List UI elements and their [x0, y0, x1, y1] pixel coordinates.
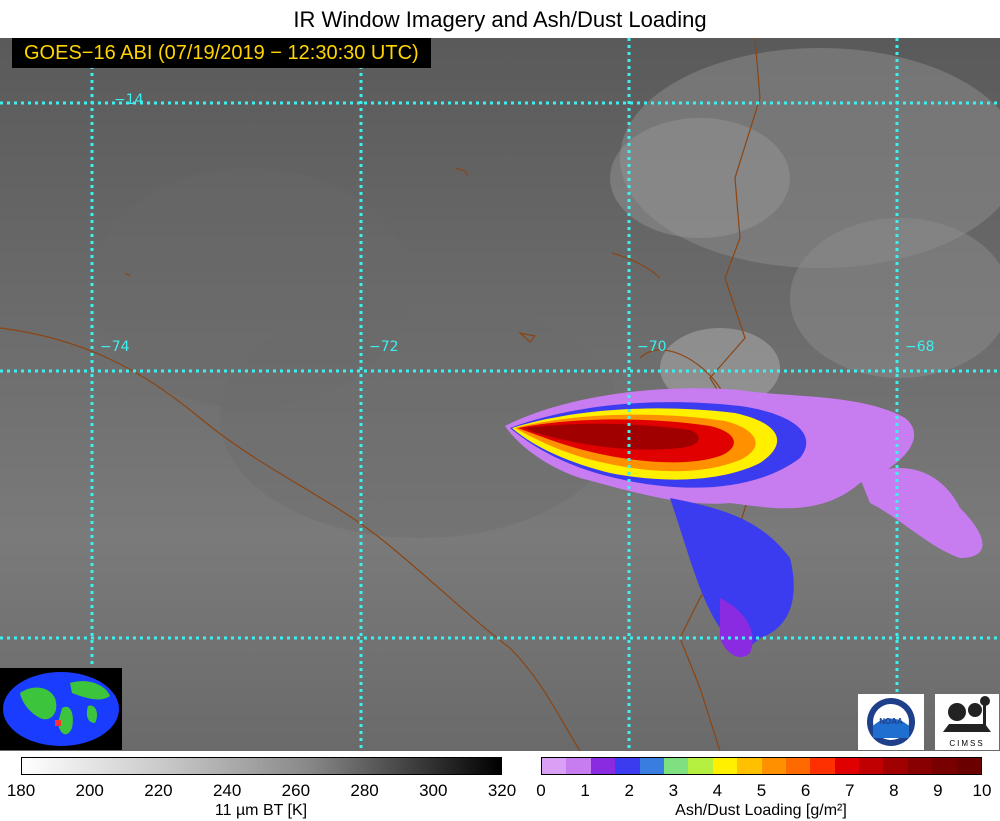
ash-colorbar-segment — [785, 758, 811, 774]
ash-tick-label: 1 — [580, 781, 590, 800]
ash-colorbar-segment — [542, 758, 567, 774]
ash-colorbar-segment — [688, 758, 713, 774]
ash-colorbar-segment — [761, 758, 786, 774]
bt-tick-label: 260 — [281, 781, 311, 800]
cimss-emblem-icon — [943, 696, 991, 732]
ash-colorbar-segment — [883, 758, 908, 774]
ash-colorbar-segment — [810, 758, 835, 774]
ash-colorbar-segment — [956, 758, 982, 774]
bt-tick-label: 220 — [144, 781, 173, 800]
globe-inset — [0, 668, 122, 750]
ash-tick-label: 9 — [933, 781, 943, 800]
lon-label: −68 — [905, 339, 935, 355]
lon-label: −72 — [369, 339, 399, 355]
cimss-logo: CIMSS — [935, 694, 999, 750]
ash-colorbar-segment — [663, 758, 689, 774]
page-title: IR Window Imagery and Ash/Dust Loading — [293, 7, 707, 32]
ash-colorbar — [541, 757, 982, 775]
ash-tick-label: 10 — [972, 781, 992, 800]
bt-tick-label: 280 — [350, 781, 379, 800]
ash-colorbar-segment — [590, 758, 616, 774]
ash-colorbar-segment — [737, 758, 762, 774]
cimss-text: CIMSS — [949, 739, 985, 748]
bt-tick-label: 180 — [6, 781, 36, 800]
ash-colorbar-segment — [712, 758, 738, 774]
bt-tick-label: 300 — [419, 781, 448, 800]
ash-tick-label: 5 — [756, 781, 767, 800]
ash-tick-label: 3 — [668, 781, 679, 800]
bt-colorbar-label: 11 µm BT [K] — [214, 802, 308, 819]
ash-colorbar-segment — [907, 758, 933, 774]
lon-label: −70 — [637, 339, 667, 355]
ash-colorbar-segment — [932, 758, 957, 774]
ash-colorbar-segment — [859, 758, 884, 774]
bt-tick-label: 200 — [75, 781, 104, 800]
ash-colorbar-label: Ash/Dust Loading [g/m²] — [675, 802, 847, 819]
ash-plume — [505, 388, 983, 658]
ash-colorbar-segment — [566, 758, 591, 774]
svg-text:NOAA: NOAA — [879, 717, 903, 726]
noaa-logo: NOAA — [858, 694, 924, 750]
ash-colorbar-segment — [834, 758, 860, 774]
ash-colorbar-segment — [615, 758, 640, 774]
ash-colorbar-segment — [639, 758, 664, 774]
satellite-map: GOES−16 ABI (07/19/2019 − 12:30:30 UTC) … — [0, 38, 1000, 751]
graticule — [0, 38, 1000, 751]
noaa-emblem-icon: NOAA — [867, 698, 915, 746]
ash-tick-label: 4 — [712, 781, 723, 800]
ash-tick-label: 0 — [536, 781, 546, 800]
bt-tick-label: 240 — [212, 781, 242, 800]
ash-tick-label: 6 — [800, 781, 811, 800]
ash-tick-label: 2 — [624, 781, 634, 800]
ash-tick-label: 8 — [889, 781, 899, 800]
bt-colorbar — [21, 757, 502, 775]
timestamp-label: GOES−16 ABI (07/19/2019 − 12:30:30 UTC) — [12, 38, 431, 68]
ash-tick-label: 7 — [844, 781, 855, 800]
map-layer — [0, 38, 1000, 751]
lon-label: −74 — [100, 339, 130, 355]
bt-tick-label: 320 — [487, 781, 517, 800]
lat-label: −14 — [114, 92, 144, 108]
coastline — [0, 327, 581, 751]
